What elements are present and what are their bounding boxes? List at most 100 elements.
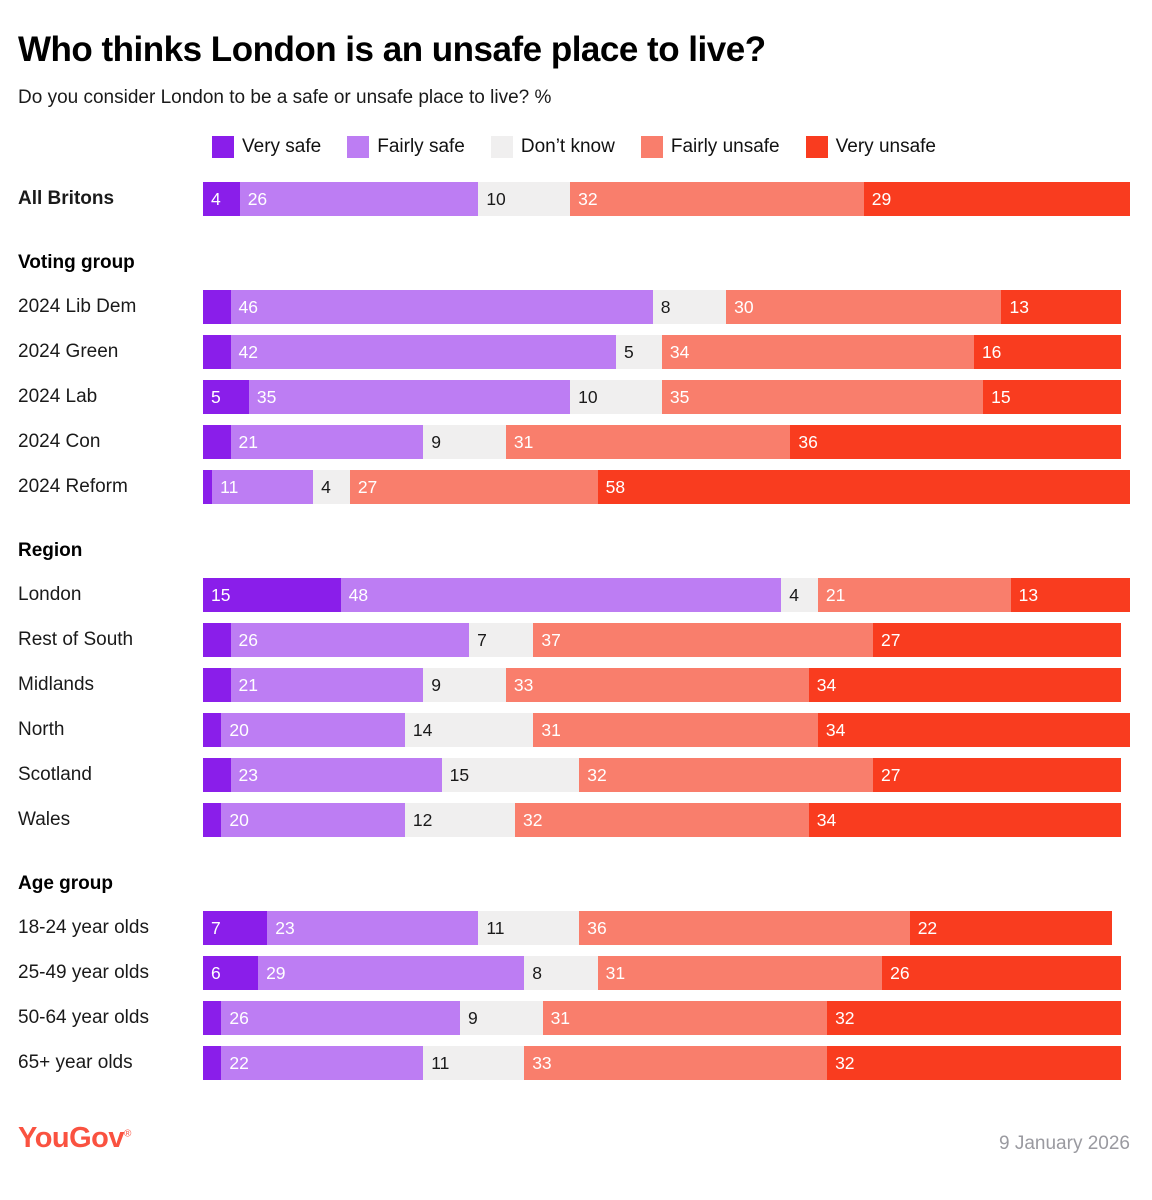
bar-segment-fairly-unsafe: 31 — [505, 425, 791, 459]
bar-segment-very-unsafe: 32 — [827, 1046, 1121, 1080]
row-label: 18-24 year olds — [18, 917, 149, 938]
segment-value: 15 — [449, 765, 470, 785]
bar-segment-don-t-know: 9 — [459, 1001, 543, 1035]
bar-segment-don-t-know: 8 — [652, 290, 727, 324]
stacked-bar: 11 4 27 58 — [203, 470, 1130, 504]
segment-value: 15 — [211, 585, 231, 605]
bar-segment-fairly-unsafe: 36 — [579, 911, 910, 945]
chart-row-65-year-olds: 65+ year olds 22 11 33 32 — [18, 1046, 1130, 1080]
segment-value: 26 — [890, 963, 910, 983]
legend-swatch-very-unsafe — [805, 136, 828, 158]
section-header-voting-group: Voting group — [18, 252, 135, 273]
segment-value: 21 — [238, 675, 258, 695]
legend-swatch-fairly-safe — [347, 136, 370, 158]
segment-value: 9 — [431, 675, 441, 695]
segment-value: 46 — [238, 297, 258, 317]
bar-segment-fairly-unsafe: 27 — [349, 470, 598, 504]
row-label: 2024 Green — [18, 341, 119, 362]
segment-value: 12 — [412, 810, 433, 830]
bar-segment-don-t-know: 5 — [616, 335, 662, 369]
yougov-logo: YouGov® — [18, 1122, 131, 1155]
segment-value: 13 — [1018, 585, 1039, 605]
segment-value: 10 — [486, 189, 506, 209]
row-label: 2024 Reform — [18, 476, 128, 497]
bar-segment-don-t-know: 8 — [524, 956, 598, 990]
segment-value: 5 — [624, 342, 634, 362]
segment-value: 7 — [477, 630, 487, 650]
bar-segment-very-unsafe: 36 — [790, 425, 1121, 459]
bar-segment-fairly-safe: 46 — [230, 290, 653, 324]
page-title: Who thinks London is an unsafe place to … — [18, 30, 766, 69]
bar-segment-very-unsafe: 34 — [808, 668, 1121, 702]
stacked-bar: 21 9 31 36 — [203, 425, 1130, 459]
bar-segment-very-unsafe: 13 — [1001, 290, 1121, 324]
bar-segment-fairly-unsafe: 32 — [579, 758, 873, 792]
segment-value: 23 — [238, 765, 258, 785]
row-label: Rest of South — [18, 629, 134, 650]
row-label: 65+ year olds — [18, 1052, 133, 1073]
segment-value: 26 — [229, 1008, 249, 1028]
stacked-bar: 15 48 4 21 13 — [203, 578, 1130, 612]
bar-segment-very-safe — [203, 335, 231, 369]
legend-swatch-fairly-unsafe — [640, 136, 663, 158]
legend-label: Don’t know — [520, 136, 615, 157]
bar-segment-fairly-unsafe: 31 — [533, 713, 818, 747]
bar-segment-don-t-know: 10 — [570, 380, 662, 414]
bar-segment-fairly-unsafe: 34 — [661, 335, 974, 369]
bar-segment-fairly-safe: 11 — [212, 470, 314, 504]
bar-segment-fairly-safe: 48 — [340, 578, 782, 612]
segment-value: 11 — [431, 1053, 450, 1073]
segment-value: 32 — [587, 765, 607, 785]
segment-value: 32 — [835, 1008, 855, 1028]
stacked-bar: 20 12 32 34 — [203, 803, 1130, 837]
stacked-bar: 6 29 8 31 26 — [203, 956, 1130, 990]
segment-value: 16 — [981, 342, 1002, 362]
legend-swatch-very-safe — [212, 136, 234, 158]
chart-legend: Very safe Fairly safe Don’t know Fairly uns… — [18, 136, 1130, 158]
bar-segment-very-safe: 7 — [203, 911, 268, 945]
row-label: 2024 Con — [18, 431, 101, 452]
legend-item-don-t-know: Don’t know — [490, 136, 615, 158]
bar-segment-fairly-safe: 21 — [230, 425, 424, 459]
chart-body: All Britons 4 26 10 32 29 Voting group 2024 Lib… — [18, 182, 1130, 1080]
segment-value: 6 — [211, 963, 221, 983]
segment-value: 48 — [348, 585, 369, 605]
bar-segment-very-unsafe: 34 — [817, 713, 1130, 747]
segment-value: 34 — [816, 675, 837, 695]
chart-row-50-64-year-olds: 50-64 year olds 26 9 31 32 — [18, 1001, 1130, 1035]
bar-segment-very-safe — [203, 1046, 222, 1080]
segment-value: 29 — [871, 189, 892, 209]
chart-footer: YouGov® 9 January 2026 — [18, 1122, 1130, 1155]
bar-segment-don-t-know: 11 — [478, 911, 580, 945]
chart-row-wales: Wales 20 12 32 34 — [18, 803, 1130, 837]
segment-value: 5 — [211, 387, 221, 407]
legend-label: Fairly unsafe — [670, 136, 780, 157]
segment-value: 27 — [880, 765, 901, 785]
segment-value: 26 — [238, 630, 258, 650]
bar-segment-very-safe: 4 — [203, 182, 240, 216]
bar-segment-don-t-know: 4 — [313, 470, 350, 504]
chart-row-2024-con: 2024 Con 21 9 31 36 — [18, 425, 1130, 459]
row-label: London — [18, 584, 82, 605]
legend-swatch-don-t-know — [490, 136, 513, 158]
bar-segment-very-safe — [203, 470, 213, 504]
row-label: Wales — [18, 809, 71, 830]
section-header-region: Region — [18, 540, 83, 561]
segment-value: 36 — [798, 432, 818, 452]
bar-segment-fairly-unsafe: 21 — [817, 578, 1011, 612]
bar-segment-very-safe: 6 — [203, 956, 259, 990]
chart-row-midlands: Midlands 21 9 33 34 — [18, 668, 1130, 702]
segment-value: 14 — [412, 720, 433, 740]
chart-row-25-49-year-olds: 25-49 year olds 6 29 8 31 26 — [18, 956, 1130, 990]
bar-segment-don-t-know: 7 — [469, 623, 534, 657]
bar-segment-very-unsafe: 15 — [983, 380, 1121, 414]
chart-row-2024-reform: 2024 Reform 11 4 27 58 — [18, 470, 1130, 504]
bar-segment-fairly-safe: 22 — [221, 1046, 424, 1080]
segment-value: 15 — [991, 387, 1011, 407]
segment-value: 35 — [669, 387, 690, 407]
segment-value: 8 — [660, 297, 671, 317]
bar-segment-very-unsafe: 34 — [808, 803, 1121, 837]
bar-segment-fairly-safe: 35 — [248, 380, 571, 414]
bar-segment-fairly-safe: 21 — [230, 668, 424, 702]
legend-label: Very safe — [242, 136, 322, 157]
